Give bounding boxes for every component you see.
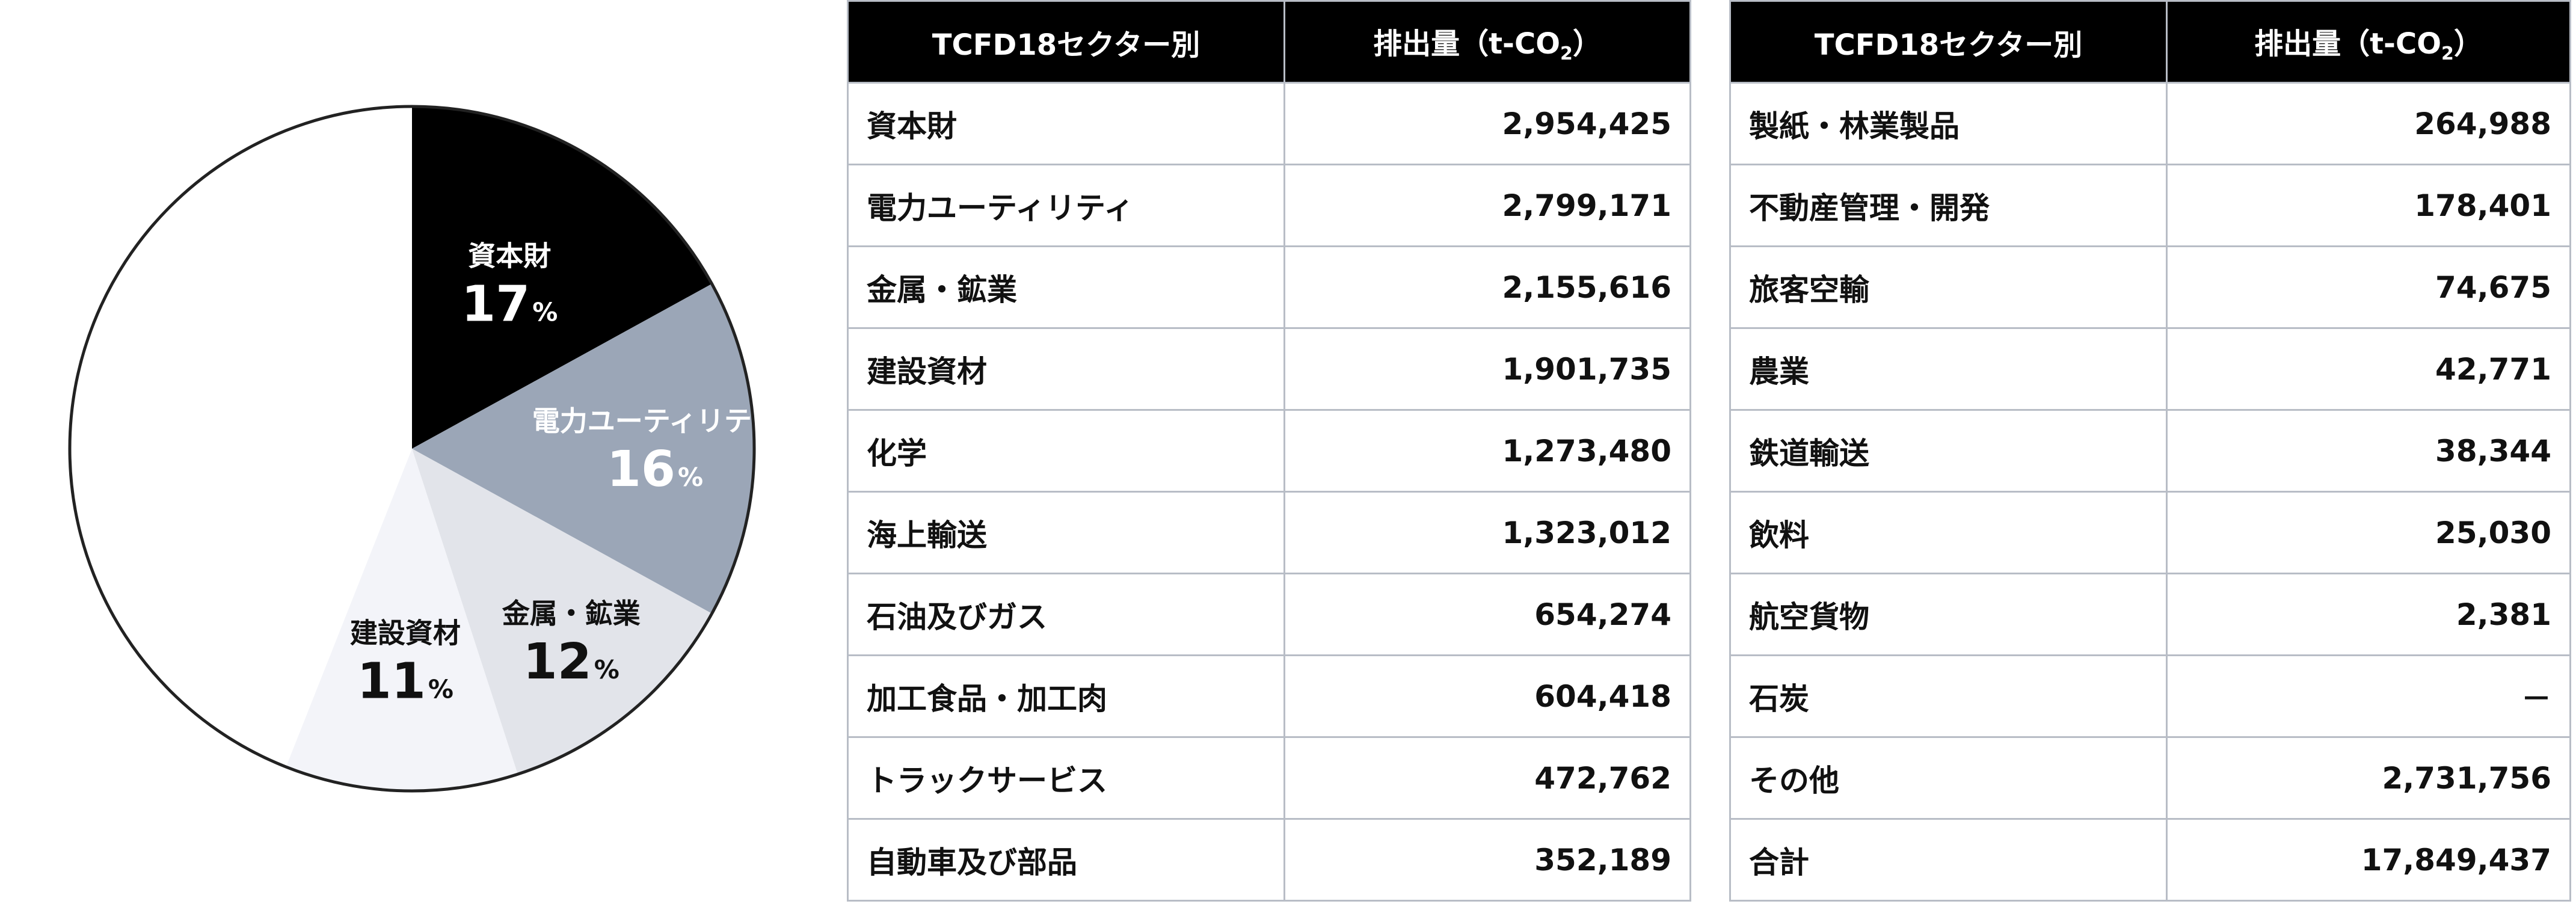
pie-slice xyxy=(286,449,518,791)
sector-name: 鉄道輸送 xyxy=(1729,409,2168,493)
sector-name: 加工食品・加工肉 xyxy=(847,654,1285,738)
sector-name: 自動車及び部品 xyxy=(847,818,1285,902)
table-header-row: TCFD18セクター別 排出量（t-CO2） xyxy=(847,0,1691,84)
emission-value: 17,849,437 xyxy=(2166,818,2571,902)
sector-name: 農業 xyxy=(1729,327,2168,411)
emission-value: 264,988 xyxy=(2166,82,2571,165)
table-row: 旅客空輸 74,675 xyxy=(1729,245,2571,329)
header-emissions: 排出量（t-CO2） xyxy=(1283,0,1691,84)
sector-name: 旅客空輸 xyxy=(1729,245,2168,329)
header-category: TCFD18セクター別 xyxy=(847,0,1285,84)
sector-name: 建設資材 xyxy=(847,327,1285,411)
pie-outline xyxy=(68,105,756,793)
table-row: 飲料 25,030 xyxy=(1729,491,2571,574)
sector-name: 飲料 xyxy=(1729,491,2168,574)
sector-name: 金属・鉱業 xyxy=(847,245,1285,329)
emissions-table-left: TCFD18セクター別 排出量（t-CO2） 資本財 2,954,425 電力ユーテ… xyxy=(847,0,1691,902)
header-emissions: 排出量（t-CO2） xyxy=(2166,0,2571,84)
table-row: 金属・鉱業 2,155,616 xyxy=(847,245,1691,329)
sector-name: 石油及びガス xyxy=(847,573,1285,656)
table-row: 製紙・林業製品 264,988 xyxy=(1729,82,2571,165)
slice-percent: 16% xyxy=(607,441,703,498)
header-emissions-label: 排出量（t-CO xyxy=(1373,26,1560,61)
table-header-row: TCFD18セクター別 排出量（t-CO2） xyxy=(1729,0,2571,84)
header-emissions-label: 排出量（t-CO xyxy=(2254,26,2441,61)
emission-value: 2,155,616 xyxy=(1283,245,1691,329)
emission-value: 604,418 xyxy=(1283,654,1691,738)
pie-chart: 資本財 17% 電力ユーティリティ 16% 金属・鉱業 12% 建設資材 11% xyxy=(0,0,824,907)
table-row: 不動産管理・開発 178,401 xyxy=(1729,164,2571,247)
emission-value: 178,401 xyxy=(2166,164,2571,247)
table-row: 航空貨物 2,381 xyxy=(1729,573,2571,656)
emission-value: 472,762 xyxy=(1283,736,1691,820)
slice-label: 電力ユーティリティ xyxy=(532,405,778,437)
table-row: 化学 1,273,480 xyxy=(847,409,1691,493)
sector-name: トラックサービス xyxy=(847,736,1285,820)
emission-value: 2,954,425 xyxy=(1283,82,1691,165)
pie-slice xyxy=(412,283,755,614)
emission-value: 352,189 xyxy=(1283,818,1691,902)
table-row: トラックサービス 472,762 xyxy=(847,736,1691,820)
slice-percent: 17% xyxy=(461,276,558,333)
table-row: 加工食品・加工肉 604,418 xyxy=(847,654,1691,738)
table-row: 合計 17,849,437 xyxy=(1729,818,2571,902)
table-row: 海上輸送 1,323,012 xyxy=(847,491,1691,574)
emission-value: 2,381 xyxy=(2166,573,2571,656)
sector-name: 海上輸送 xyxy=(847,491,1285,574)
emission-value: 74,675 xyxy=(2166,245,2571,329)
table-row: 石油及びガス 654,274 xyxy=(847,573,1691,656)
emission-value: 25,030 xyxy=(2166,491,2571,574)
emissions-table-right: TCFD18セクター別 排出量（t-CO2） 製紙・林業製品 264,988 不動産… xyxy=(1729,0,2571,902)
emission-value: 1,901,735 xyxy=(1283,327,1691,411)
emission-value: 2,799,171 xyxy=(1283,164,1691,247)
table-row: 建設資材 1,901,735 xyxy=(847,327,1691,411)
emission-value: 1,323,012 xyxy=(1283,491,1691,574)
slice-label: 資本財 xyxy=(468,240,551,272)
table-row: その他 2,731,756 xyxy=(1729,736,2571,820)
table-row: 鉄道輸送 38,344 xyxy=(1729,409,2571,493)
sector-name: 製紙・林業製品 xyxy=(1729,82,2168,165)
slice-percent: 12% xyxy=(523,633,619,690)
sector-name: 電力ユーティリティ xyxy=(847,164,1285,247)
table-row: 電力ユーティリティ 2,799,171 xyxy=(847,164,1691,247)
table-row: 石炭－ xyxy=(1729,654,2571,738)
header-emissions-subscript: 2 xyxy=(1560,43,1573,64)
emission-value: 38,344 xyxy=(2166,409,2571,493)
header-emissions-close: ） xyxy=(1572,26,1602,61)
sector-name: 航空貨物 xyxy=(1729,573,2168,656)
table-row: 自動車及び部品 352,189 xyxy=(847,818,1691,902)
emission-value: 1,273,480 xyxy=(1283,409,1691,493)
header-emissions-close: ） xyxy=(2453,26,2483,61)
sector-name: 不動産管理・開発 xyxy=(1729,164,2168,247)
slice-percent: 11% xyxy=(357,653,453,710)
emission-value: 42,771 xyxy=(2166,327,2571,411)
sector-name: 資本財 xyxy=(847,82,1285,165)
header-emissions-subscript: 2 xyxy=(2441,43,2454,64)
table-row: 農業 42,771 xyxy=(1729,327,2571,411)
sector-name: 合計 xyxy=(1729,818,2168,902)
slice-label: 金属・鉱業 xyxy=(502,597,641,630)
emission-value: － xyxy=(2166,654,2571,738)
emission-value: 654,274 xyxy=(1283,573,1691,656)
header-category: TCFD18セクター別 xyxy=(1729,0,2168,84)
emission-value: 2,731,756 xyxy=(2166,736,2571,820)
pie-slice xyxy=(70,106,413,767)
pie-slice xyxy=(412,449,712,775)
sector-name: その他 xyxy=(1729,736,2168,820)
sector-name: 化学 xyxy=(847,409,1285,493)
sector-name: 石炭 xyxy=(1729,654,2168,738)
table-row: 資本財 2,954,425 xyxy=(847,82,1691,165)
slice-label: 建設資材 xyxy=(350,617,461,650)
